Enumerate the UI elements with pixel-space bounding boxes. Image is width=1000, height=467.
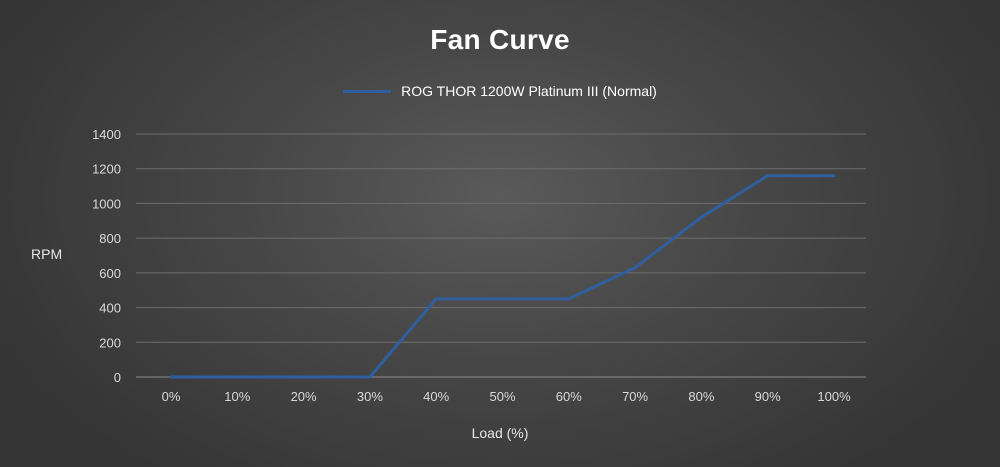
x-tick-label: 0% <box>162 389 181 404</box>
y-tick-label: 200 <box>99 335 121 350</box>
y-tick-label: 400 <box>99 301 121 316</box>
y-tick-label: 1400 <box>92 127 121 142</box>
y-tick-label: 0 <box>114 370 121 385</box>
chart-title: Fan Curve <box>430 24 570 55</box>
y-tick-label: 600 <box>99 266 121 281</box>
y-tick-labels: 0 200 400 600 800 1000 1200 1400 <box>92 127 121 385</box>
legend: ROG THOR 1200W Platinum III (Normal) <box>0 83 1000 99</box>
x-axis-label: Load (%) <box>471 425 529 441</box>
x-tick-labels: 0% 10% 20% 30% 40% 50% 60% 70% 80% 90% 100% <box>162 389 851 404</box>
legend-label: ROG THOR 1200W Platinum III (Normal) <box>401 83 657 99</box>
y-tick-label: 1200 <box>92 162 121 177</box>
y-axis-label: RPM <box>31 246 63 262</box>
x-tick-label: 80% <box>688 389 714 404</box>
x-tick-label: 100% <box>817 389 851 404</box>
series-line-0 <box>169 174 836 379</box>
x-tick-label: 90% <box>755 389 781 404</box>
x-tick-label: 30% <box>357 389 383 404</box>
x-tick-label: 60% <box>556 389 582 404</box>
x-tick-label: 50% <box>489 389 515 404</box>
x-tick-label: 10% <box>224 389 250 404</box>
x-tick-label: 20% <box>291 389 317 404</box>
y-tick-label: 800 <box>99 231 121 246</box>
x-tick-label: 40% <box>423 389 449 404</box>
y-tick-label: 1000 <box>92 196 121 211</box>
grid-lines <box>136 133 866 378</box>
series-layer <box>169 174 836 379</box>
legend-swatch <box>343 89 392 93</box>
x-tick-label: 70% <box>622 389 648 404</box>
